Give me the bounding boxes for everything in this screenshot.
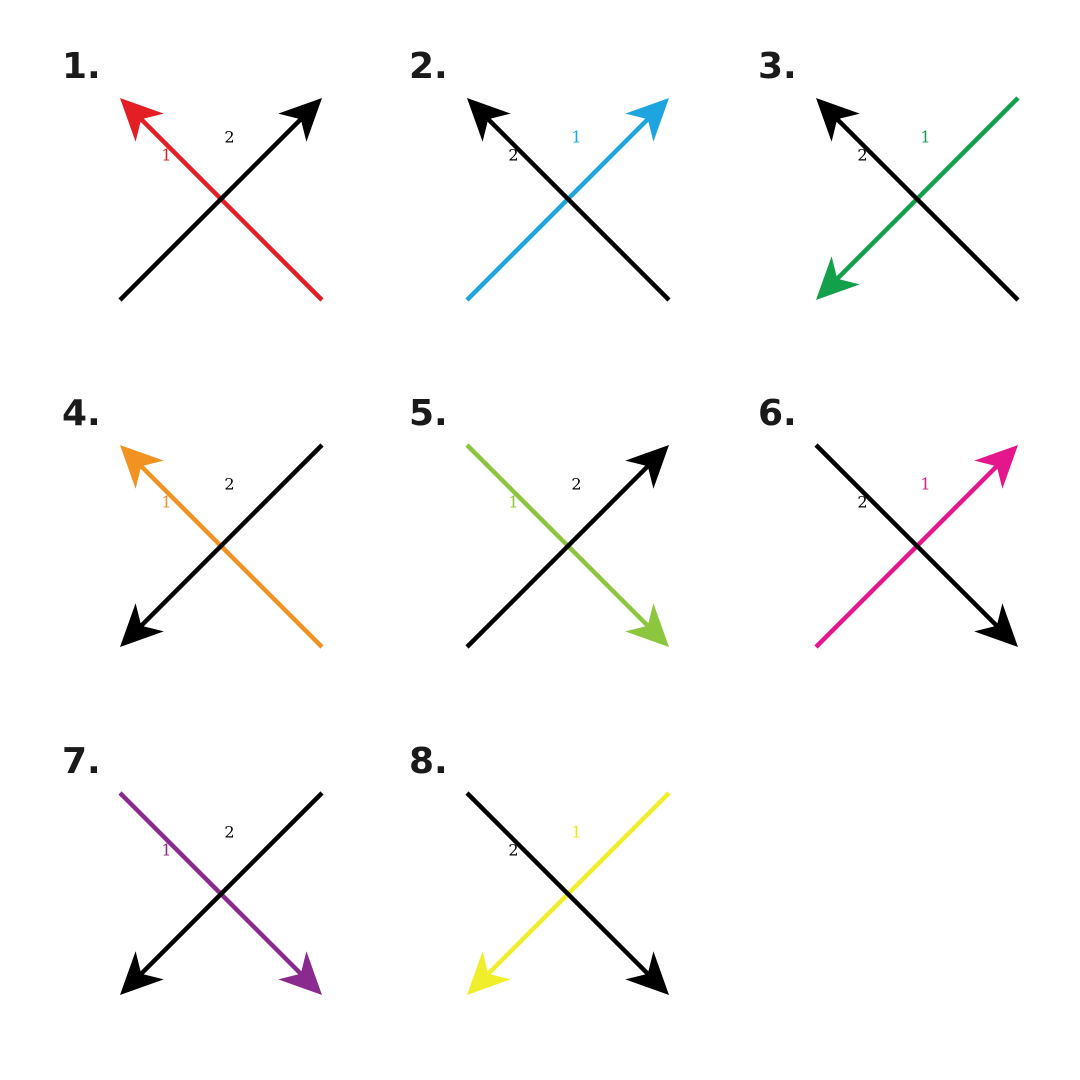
arrow-shaft [814,463,1000,649]
arrow-label: 1 [161,492,171,511]
arrow-1: 1 [816,96,1020,300]
arrowhead [974,603,1018,647]
arrow-2: 2 [120,443,324,647]
arrow-2: 2 [814,443,1018,647]
arrow-1: 1 [465,98,669,302]
arrow-label: 2 [224,474,234,493]
arrow-2: 2 [465,791,669,995]
arrow-label: 2 [508,145,518,164]
arrow-2: 2 [467,98,671,302]
arrow-label: 1 [920,127,930,146]
arrow-2: 2 [816,98,1020,302]
diagram-5: 5.12 [409,393,669,649]
arrowhead [278,98,322,142]
arrow-1: 1 [465,443,669,647]
arrow-2: 2 [465,445,669,649]
arrow-label: 2 [571,474,581,493]
arrow-shaft [118,791,304,977]
arrow-shaft [834,116,1020,302]
arrowhead [625,445,669,489]
diagram-4: 4.12 [62,393,324,649]
arrow-label: 1 [161,840,171,859]
arrowhead [625,951,669,995]
arrow-label: 2 [508,840,518,859]
diagram-number: 8. [409,741,448,782]
arrow-label: 1 [571,127,581,146]
arrowhead [625,603,669,647]
arrow-shaft [465,116,651,302]
arrow-label: 2 [857,145,867,164]
arrow-1: 1 [120,445,324,649]
arrow-label: 1 [571,822,581,841]
diagram-number: 5. [409,393,448,434]
diagram-number: 4. [62,393,101,434]
diagram-2: 2.12 [409,46,671,302]
arrowhead [467,98,511,142]
arrow-shaft [138,443,324,629]
diagram-number: 3. [758,46,797,87]
arrowhead [974,445,1018,489]
arrowhead [120,445,164,489]
arrow-shaft [138,116,324,302]
diagram-8: 8.12 [409,741,671,995]
diagram-3: 3.12 [758,46,1020,302]
arrowhead [816,98,860,142]
arrow-2: 2 [120,791,324,995]
diagram-number: 7. [62,741,101,782]
arrowhead [278,951,322,995]
diagram-6: 6.12 [758,393,1018,649]
arrow-label: 1 [920,474,930,493]
arrow-shaft [814,443,1000,629]
arrowhead [120,98,164,142]
arrow-label: 1 [161,145,171,164]
arrowhead [625,98,669,142]
arrow-shaft [485,116,671,302]
arrow-1: 1 [814,445,1018,649]
arrowhead [467,951,511,995]
diagram-number: 1. [62,46,101,87]
arrow-shaft [465,443,651,629]
diagram-1: 1.12 [62,46,324,302]
arrow-shaft [138,791,324,977]
diagram-number: 6. [758,393,797,434]
arrow-shaft [138,463,324,649]
arrow-shaft [465,463,651,649]
arrow-shaft [834,96,1020,282]
diagram-7: 7.12 [62,741,324,995]
arrow-shaft [118,116,304,302]
arrowhead [120,951,164,995]
arrow-1: 1 [118,791,322,995]
arrowhead [120,603,164,647]
arrow-shaft [465,791,651,977]
arrow-label: 2 [857,492,867,511]
arrow-label: 2 [224,822,234,841]
arrow-label: 1 [508,492,518,511]
arrow-1: 1 [120,98,324,302]
arrow-shaft [485,791,671,977]
arrow-2: 2 [118,98,322,302]
arrow-label: 2 [224,127,234,146]
arrowhead [816,256,860,300]
arrow-1: 1 [467,791,671,995]
diagram-number: 2. [409,46,448,87]
